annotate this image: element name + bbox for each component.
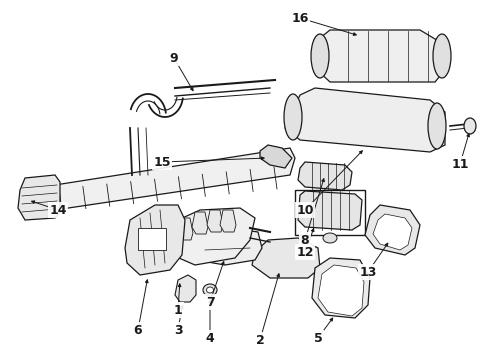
Ellipse shape [206, 287, 214, 293]
Polygon shape [260, 145, 292, 168]
Ellipse shape [323, 233, 337, 243]
Polygon shape [298, 162, 352, 190]
Text: 12: 12 [296, 246, 314, 258]
Polygon shape [318, 265, 364, 316]
Text: 2: 2 [256, 333, 265, 346]
Polygon shape [170, 208, 255, 265]
Polygon shape [220, 210, 236, 232]
Polygon shape [18, 175, 60, 220]
Ellipse shape [428, 103, 446, 149]
Polygon shape [192, 212, 208, 234]
Polygon shape [285, 88, 445, 152]
Polygon shape [195, 228, 262, 265]
Ellipse shape [284, 94, 302, 140]
Polygon shape [298, 191, 362, 230]
Text: 15: 15 [153, 156, 171, 168]
Ellipse shape [311, 34, 329, 78]
Text: 5: 5 [314, 332, 322, 345]
Text: 16: 16 [292, 12, 309, 24]
Polygon shape [48, 148, 295, 210]
Text: 14: 14 [49, 203, 67, 216]
Text: 13: 13 [359, 266, 377, 279]
Bar [138, 228, 166, 250]
Ellipse shape [464, 118, 476, 134]
Polygon shape [125, 205, 185, 275]
Text: 10: 10 [296, 203, 314, 216]
Ellipse shape [433, 34, 451, 78]
Polygon shape [365, 205, 420, 255]
Text: 9: 9 [170, 51, 178, 64]
Text: 6: 6 [134, 324, 142, 337]
Text: 4: 4 [206, 332, 215, 345]
Text: 1: 1 [173, 303, 182, 316]
Polygon shape [315, 30, 445, 82]
Polygon shape [177, 218, 193, 240]
Polygon shape [312, 258, 370, 318]
Polygon shape [207, 210, 223, 232]
Polygon shape [175, 275, 196, 302]
Text: 7: 7 [206, 296, 215, 309]
Text: 3: 3 [173, 324, 182, 337]
Ellipse shape [203, 284, 217, 296]
Polygon shape [373, 214, 412, 250]
Polygon shape [252, 238, 320, 278]
Text: 8: 8 [301, 234, 309, 247]
Text: 11: 11 [451, 158, 469, 171]
FancyBboxPatch shape [295, 190, 365, 235]
